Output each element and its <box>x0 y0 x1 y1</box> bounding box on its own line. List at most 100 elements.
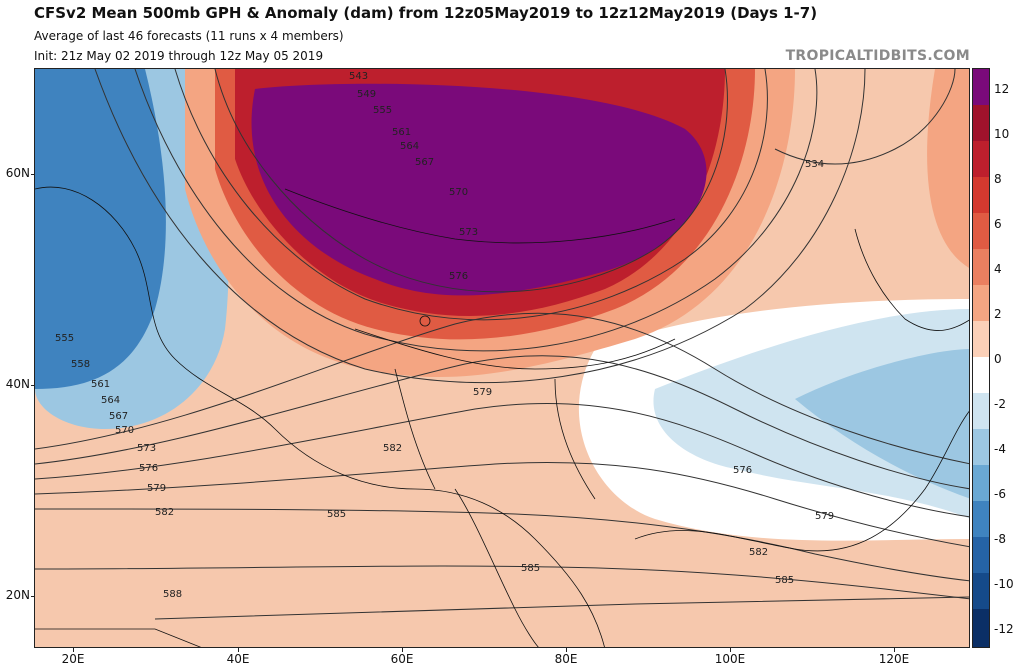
contour-label: 576 <box>139 463 158 474</box>
height-contours <box>35 69 969 620</box>
border <box>394 368 436 490</box>
colorbar-segment <box>973 465 989 501</box>
longitude-tick <box>73 648 74 652</box>
anomaly-positive-northeast <box>927 69 969 268</box>
contour-label: 579 <box>473 387 492 398</box>
lake-marker <box>419 315 431 327</box>
contour-label: 573 <box>137 443 156 454</box>
contour-label: 543 <box>349 71 368 82</box>
contour-label: 588 <box>163 589 182 600</box>
contour-label: 549 <box>357 89 376 100</box>
colorbar-label: 0 <box>994 352 1002 366</box>
contour-line <box>214 69 728 293</box>
contour-line <box>35 312 969 465</box>
latitude-tick <box>31 174 35 175</box>
contour-label: 585 <box>521 563 540 574</box>
border <box>354 328 676 370</box>
contour-label: 564 <box>400 141 419 152</box>
anomaly-positive-core <box>251 83 707 296</box>
coastline <box>454 488 539 647</box>
contour-line <box>174 69 768 321</box>
longitude-tick <box>894 648 895 652</box>
colorbar-segment <box>973 609 989 647</box>
contour-label: 585 <box>327 509 346 520</box>
colorbar-segment <box>973 285 989 321</box>
colorbar-segment <box>973 429 989 465</box>
colorbar-label: 6 <box>994 217 1002 231</box>
colorbar-segment <box>973 393 989 429</box>
contour-label: 561 <box>91 379 110 390</box>
latitude-tick <box>31 385 35 386</box>
brand-watermark: TROPICALTIDBITS.COM <box>785 48 970 64</box>
map-canvas: 543 549 555 561 564 567 570 573 576 579 … <box>35 69 969 647</box>
contour-line <box>35 461 969 548</box>
latitude-tick <box>31 596 35 597</box>
longitude-tick <box>238 648 239 652</box>
contour-label: 558 <box>71 359 90 370</box>
colorbar-segment <box>973 321 989 357</box>
contour-line <box>154 596 969 620</box>
border <box>554 378 596 500</box>
colorbar-label: -10 <box>994 577 1014 591</box>
anomaly-map: 543 549 555 561 564 567 570 573 576 579 … <box>34 68 970 648</box>
contour-label: 582 <box>383 443 402 454</box>
contour-label: 534 <box>805 159 824 170</box>
contour-label: 570 <box>449 187 468 198</box>
coastline <box>35 186 605 647</box>
longitude-label: 40E <box>226 652 250 666</box>
contour-line <box>35 508 969 582</box>
colorbar-label: 8 <box>994 172 1002 186</box>
colorbar-label: -4 <box>994 442 1006 456</box>
contour-label: 579 <box>147 483 166 494</box>
longitude-tick <box>402 648 403 652</box>
longitude-label: 60E <box>390 652 414 666</box>
coastlines <box>35 186 969 647</box>
colorbar-segment <box>973 141 989 177</box>
contour-label: 582 <box>749 547 768 558</box>
latitude-label: 60N <box>5 166 30 180</box>
border <box>284 188 676 244</box>
colorbar-segment <box>973 537 989 573</box>
colorbar-label: 2 <box>994 307 1002 321</box>
longitude-label: 20E <box>61 652 85 666</box>
colorbar-segment <box>973 357 989 393</box>
contour-line <box>35 565 969 600</box>
contour-label: 570 <box>115 425 134 436</box>
colorbar-label: 12 <box>994 82 1010 96</box>
colorbar-label: 4 <box>994 262 1002 276</box>
longitude-label: 120E <box>878 652 910 666</box>
contour-label: 555 <box>55 333 74 344</box>
coastline <box>854 228 969 331</box>
colorbar-label: 10 <box>994 127 1010 141</box>
contour-label: 576 <box>449 271 468 282</box>
contour-label: 555 <box>373 105 392 116</box>
contour-line <box>134 69 818 352</box>
anomaly-negative-west-core <box>35 69 166 389</box>
contour-line <box>35 355 969 490</box>
map-subtitle-average: Average of last 46 forecasts (11 runs x … <box>34 29 344 43</box>
colorbar-label: -8 <box>994 532 1006 546</box>
longitude-label: 80E <box>554 652 578 666</box>
contour-label: 582 <box>155 507 174 518</box>
colorbar-segment <box>973 213 989 249</box>
contour-line <box>774 69 956 165</box>
contour-label: 564 <box>101 395 120 406</box>
latitude-label: 40N <box>5 377 30 391</box>
contour-label: 567 <box>415 157 434 168</box>
coastline <box>634 411 969 552</box>
contour-label: 579 <box>815 511 834 522</box>
colorbar-segment <box>973 501 989 537</box>
colorbar-segment <box>973 249 989 285</box>
colorbar-label: -2 <box>994 397 1006 411</box>
contour-label: 573 <box>459 227 478 238</box>
contour-line <box>94 69 866 383</box>
longitude-label: 100E <box>714 652 746 666</box>
colorbar <box>972 68 990 648</box>
latitude-label: 20N <box>5 588 30 602</box>
anomaly-negative-east-core <box>795 349 969 499</box>
colorbar-label: -12 <box>994 622 1014 636</box>
contour-labels: 543 549 555 561 564 567 570 573 576 579 … <box>55 71 834 600</box>
colorbar-segment <box>973 105 989 141</box>
contour-label: 567 <box>109 411 128 422</box>
contour-line <box>35 402 969 518</box>
